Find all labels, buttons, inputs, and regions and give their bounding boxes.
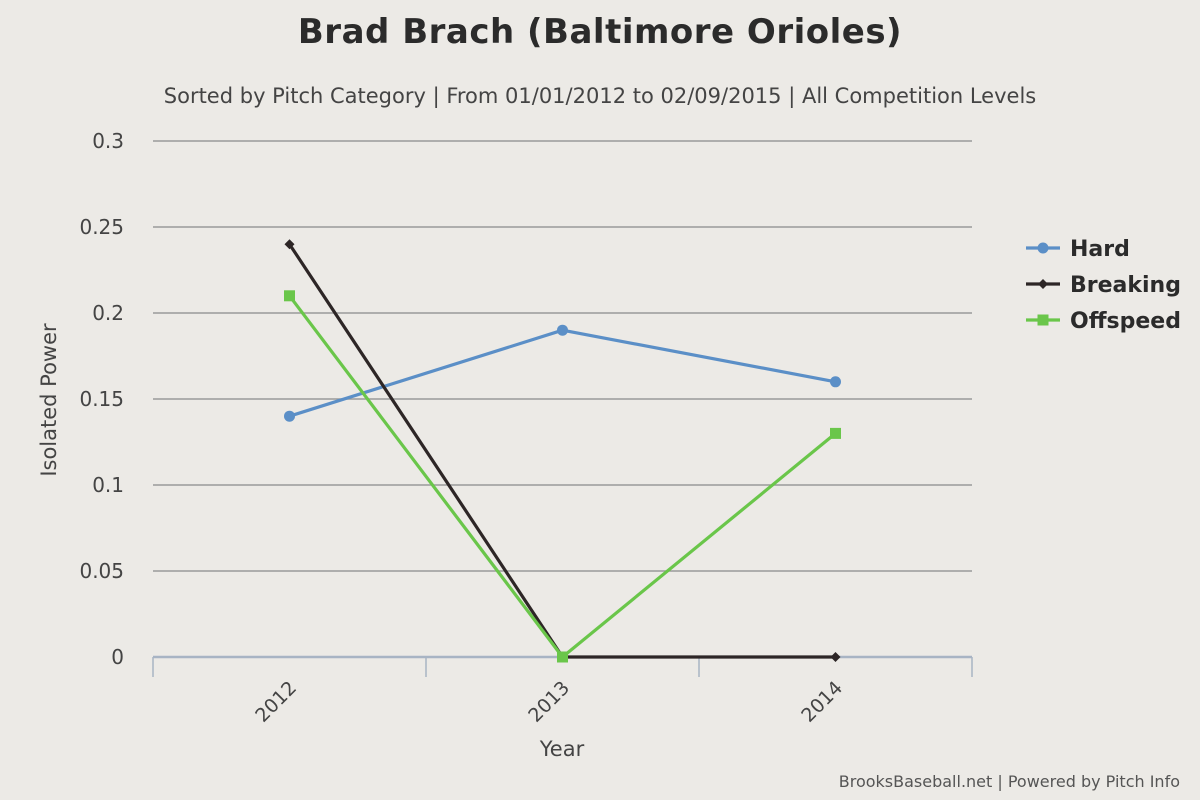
- x-axis-label: Year: [539, 737, 585, 761]
- series-line-offspeed: [288, 294, 837, 659]
- legend-item-hard[interactable]: Hard: [1026, 237, 1130, 262]
- chart-subtitle: Sorted by Pitch Category | From 01/01/20…: [163, 84, 1037, 108]
- data-point-offspeed: [284, 290, 295, 302]
- series-line-breaking: [288, 243, 836, 659]
- legend-label-breaking: Breaking: [1070, 273, 1181, 298]
- data-point-offspeed: [830, 427, 841, 439]
- x-tick-label: 2012: [251, 677, 301, 727]
- series-group: [284, 239, 841, 663]
- data-point-breaking: [830, 652, 841, 662]
- y-axis-ticks: 0 0.05 0.1 0.15 0.2 0.25 0.3: [79, 129, 124, 669]
- series-breaking: [284, 239, 841, 662]
- data-point-hard: [830, 376, 841, 388]
- series-hard: [284, 324, 841, 422]
- legend-label-hard: Hard: [1070, 237, 1130, 262]
- series-offspeed: [284, 290, 841, 663]
- data-point-hard: [557, 324, 568, 336]
- legend-marker-offspeed: [1037, 314, 1049, 326]
- data-point-hard: [284, 410, 295, 422]
- legend-item-breaking[interactable]: Breaking: [1026, 273, 1181, 298]
- x-axis: 2012 2013 2014: [152, 655, 973, 727]
- y-tick-label: 0.2: [92, 301, 124, 325]
- legend[interactable]: Hard Breaking Offspeed: [1026, 237, 1181, 334]
- y-tick-label: 0.05: [79, 559, 124, 583]
- legend-label-offspeed: Offspeed: [1070, 309, 1181, 334]
- y-tick-label: 0.3: [92, 129, 124, 153]
- y-tick-label: 0.15: [79, 387, 124, 411]
- data-point-offspeed: [557, 651, 568, 663]
- chart-title: Brad Brach (Baltimore Orioles): [297, 12, 903, 52]
- y-tick-label: 0: [111, 645, 124, 669]
- y-tick-label: 0.25: [79, 215, 124, 239]
- y-tick-label: 0.1: [92, 473, 124, 497]
- data-point-breaking: [284, 239, 295, 250]
- gridlines: [153, 140, 972, 572]
- credits-text: BrooksBaseball.net | Powered by Pitch In…: [838, 772, 1180, 791]
- legend-marker-hard: [1037, 242, 1049, 254]
- x-tick-label: 2013: [524, 677, 574, 727]
- x-tick-label: 2014: [797, 677, 847, 727]
- y-axis-label: Isolated Power: [37, 323, 61, 477]
- legend-marker-breaking: [1038, 279, 1048, 289]
- legend-item-offspeed[interactable]: Offspeed: [1026, 309, 1181, 334]
